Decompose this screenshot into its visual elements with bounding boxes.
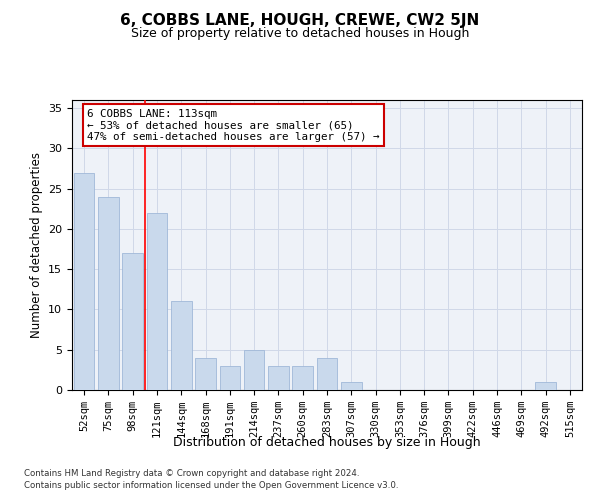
Text: Size of property relative to detached houses in Hough: Size of property relative to detached ho… <box>131 28 469 40</box>
Bar <box>122 253 143 390</box>
Bar <box>341 382 362 390</box>
Bar <box>317 358 337 390</box>
Text: 6 COBBS LANE: 113sqm
← 53% of detached houses are smaller (65)
47% of semi-detac: 6 COBBS LANE: 113sqm ← 53% of detached h… <box>88 108 380 142</box>
Bar <box>220 366 240 390</box>
Bar <box>74 172 94 390</box>
Bar <box>535 382 556 390</box>
Text: Contains public sector information licensed under the Open Government Licence v3: Contains public sector information licen… <box>24 481 398 490</box>
Bar <box>195 358 216 390</box>
Bar <box>292 366 313 390</box>
Bar <box>268 366 289 390</box>
Bar <box>146 213 167 390</box>
Bar <box>98 196 119 390</box>
Text: Distribution of detached houses by size in Hough: Distribution of detached houses by size … <box>173 436 481 449</box>
Bar <box>171 302 191 390</box>
Y-axis label: Number of detached properties: Number of detached properties <box>29 152 43 338</box>
Bar <box>244 350 265 390</box>
Text: Contains HM Land Registry data © Crown copyright and database right 2024.: Contains HM Land Registry data © Crown c… <box>24 468 359 477</box>
Text: 6, COBBS LANE, HOUGH, CREWE, CW2 5JN: 6, COBBS LANE, HOUGH, CREWE, CW2 5JN <box>121 12 479 28</box>
